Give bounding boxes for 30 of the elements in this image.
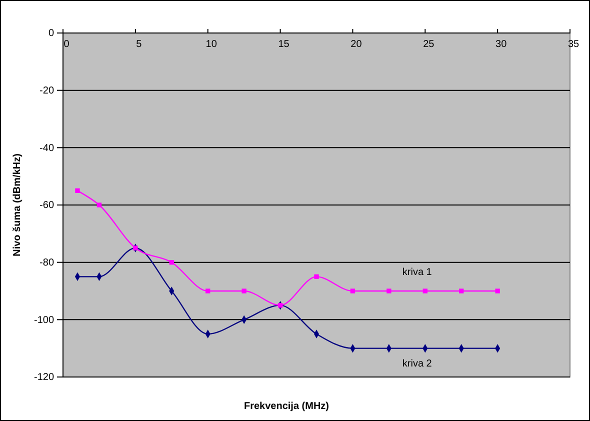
- x-tick-label: 20: [350, 39, 362, 50]
- point: [242, 288, 246, 294]
- point: [96, 202, 102, 208]
- x-tick-label: 25: [423, 39, 435, 50]
- y-tick-label: -80: [40, 258, 54, 269]
- x-tick-label: 30: [496, 39, 508, 50]
- x-tick-label: 35: [568, 39, 580, 50]
- point: [459, 288, 464, 294]
- y-tick-label: -60: [40, 200, 54, 212]
- point: [422, 288, 428, 294]
- y-tick-label: 0: [48, 28, 54, 40]
- y-axis-title: Nivo šuma (dBm/kHz): [12, 154, 23, 256]
- series-label: kriva 2: [402, 358, 432, 370]
- y-tick-label: -120: [34, 372, 54, 384]
- point: [495, 288, 500, 294]
- x-axis-title: Frekvencija (MHz): [244, 401, 330, 412]
- point: [169, 260, 174, 265]
- point: [386, 288, 392, 294]
- y-tick-label: -40: [40, 142, 54, 154]
- x-tick-label: 15: [278, 39, 290, 50]
- y-tick-label: -100: [34, 314, 54, 326]
- x-tick-label: 10: [206, 39, 218, 50]
- x-tick-label: 5: [136, 39, 142, 50]
- point: [314, 274, 319, 280]
- point: [206, 288, 210, 294]
- series-label: kriva 1: [402, 267, 432, 278]
- y-tick-label: -20: [40, 86, 54, 97]
- x-tick-label: 0: [64, 39, 70, 50]
- point: [75, 188, 80, 194]
- point: [350, 288, 356, 294]
